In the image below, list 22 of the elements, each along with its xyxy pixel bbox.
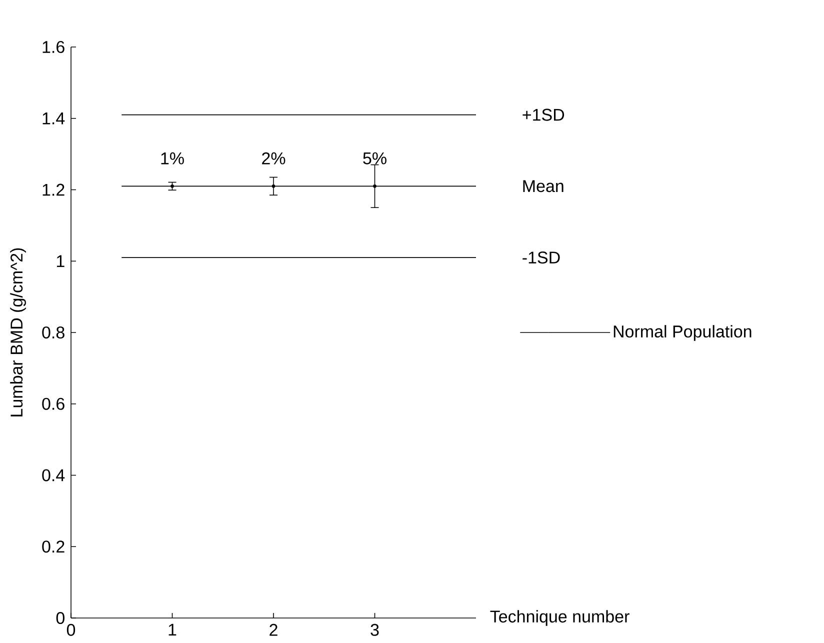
- y-tick-label: 1.2: [42, 184, 64, 196]
- annotation: 2%: [262, 152, 286, 164]
- y-tick-label: 0.6: [42, 398, 64, 410]
- annotation: -1SD: [522, 252, 560, 264]
- x-tick-label: 3: [370, 624, 379, 636]
- y-tick-label: 1.4: [42, 112, 65, 124]
- y-tick-label: 0.4: [42, 469, 65, 482]
- y-tick-label: 0.8: [42, 326, 64, 339]
- x-tick-label: 1: [168, 624, 176, 636]
- legend-label: Normal Population: [614, 325, 752, 341]
- x-axis-title: Technique number: [490, 610, 630, 626]
- y-tick-label: 1.6: [42, 40, 64, 54]
- y-tick-label: 0.2: [42, 540, 64, 553]
- y-tick-label: 0: [56, 612, 64, 624]
- annotation: Mean: [523, 180, 564, 192]
- y-tick-label: 1: [56, 255, 64, 267]
- annotation: +1SD: [522, 108, 564, 121]
- annotation: 1%: [161, 152, 184, 164]
- y-axis-title: Lumbar BMD (g/cm^2): [10, 248, 26, 416]
- annotation: 5%: [363, 152, 386, 164]
- x-tick-label: 0: [66, 624, 76, 636]
- x-tick-label: 2: [270, 624, 278, 636]
